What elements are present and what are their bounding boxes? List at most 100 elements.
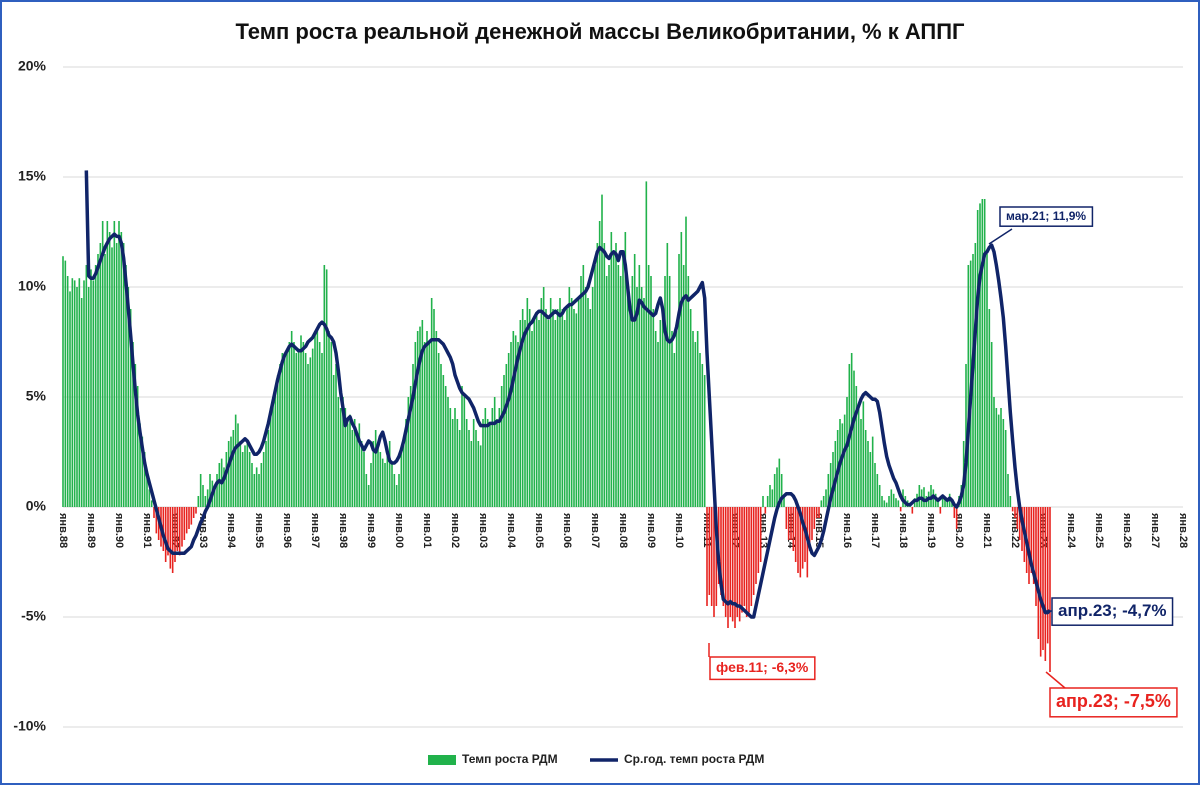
bar <box>66 276 69 507</box>
bar <box>251 463 253 507</box>
annotation-box <box>1049 687 1178 718</box>
bar <box>881 496 883 507</box>
bar <box>108 232 111 507</box>
annotation-box <box>999 206 1094 227</box>
bar <box>563 320 566 507</box>
bar <box>652 309 655 507</box>
bar <box>153 507 155 518</box>
bar <box>589 309 592 507</box>
bar <box>377 445 379 507</box>
bar <box>423 342 426 507</box>
bar <box>757 507 760 573</box>
x-tick-label: янв.27 <box>1149 513 1161 548</box>
x-tick-label: янв.03 <box>477 513 489 548</box>
bar <box>332 375 335 507</box>
bar <box>556 309 559 507</box>
bar <box>255 467 258 507</box>
bar <box>339 408 342 507</box>
bar <box>73 280 76 507</box>
bar <box>764 507 767 514</box>
bar <box>692 331 694 507</box>
bar <box>745 507 748 617</box>
bar <box>799 507 802 578</box>
bar <box>1002 419 1005 507</box>
bar <box>603 243 606 507</box>
legend-label: Темп роста РДМ <box>462 752 558 766</box>
bar <box>510 342 512 507</box>
bar <box>232 430 235 507</box>
bar <box>687 276 690 507</box>
bar <box>694 342 697 507</box>
bar <box>127 287 130 507</box>
bar <box>484 408 487 507</box>
bar <box>482 419 484 507</box>
bar <box>314 331 316 507</box>
bar <box>134 364 137 507</box>
bar <box>1014 507 1016 518</box>
bar <box>470 441 473 507</box>
annotation-label: апр.23; -4,7% <box>1058 601 1167 620</box>
bar <box>951 502 953 507</box>
bar <box>290 331 293 507</box>
bar <box>577 298 580 507</box>
bar <box>724 507 727 617</box>
bar <box>542 287 545 507</box>
bar <box>596 243 599 507</box>
bar <box>218 463 221 507</box>
bar <box>939 507 942 514</box>
bar <box>370 463 372 507</box>
bar <box>918 485 921 507</box>
bar <box>867 441 869 507</box>
bar <box>311 348 314 507</box>
bar <box>976 210 979 507</box>
bar <box>713 507 715 617</box>
bar <box>871 436 874 507</box>
bar <box>680 232 683 507</box>
bar <box>776 467 778 507</box>
x-tick-label: янв.97 <box>309 513 321 548</box>
bar <box>258 474 260 507</box>
bar <box>444 386 447 507</box>
y-tick-label: 10% <box>18 278 47 294</box>
bar <box>734 507 736 628</box>
annotation-label: фев.11; -6,3% <box>716 659 809 675</box>
bar <box>911 507 914 514</box>
bar <box>568 287 571 507</box>
bar <box>330 342 333 507</box>
bar <box>129 309 132 507</box>
bar <box>265 441 267 507</box>
bar <box>1049 507 1051 672</box>
bar <box>701 364 704 507</box>
bar <box>773 474 776 507</box>
bar <box>526 298 529 507</box>
x-tick-label: янв.00 <box>393 513 405 548</box>
bar <box>995 408 998 507</box>
bar <box>244 445 246 507</box>
bar <box>1016 507 1019 529</box>
bar <box>458 430 461 507</box>
bar <box>990 342 993 507</box>
bar <box>659 320 662 507</box>
bar <box>85 265 88 507</box>
bar <box>1037 507 1040 639</box>
bar <box>433 309 435 507</box>
x-tick-label: янв.06 <box>561 513 573 548</box>
bar <box>358 423 361 507</box>
line <box>84 170 1052 619</box>
bar <box>139 423 141 507</box>
bar <box>486 419 489 507</box>
bar <box>391 463 393 507</box>
bar <box>479 445 482 507</box>
bar <box>92 280 95 507</box>
annotation-label: апр.23; -7,5% <box>1056 691 1171 711</box>
bar <box>720 507 722 595</box>
bar <box>1046 507 1049 644</box>
bar <box>335 364 337 507</box>
bar <box>1044 507 1047 661</box>
bar <box>631 276 634 507</box>
bar <box>771 489 774 507</box>
bar <box>708 507 711 595</box>
bar <box>1009 496 1012 507</box>
bar <box>748 507 750 613</box>
bar <box>587 298 589 507</box>
